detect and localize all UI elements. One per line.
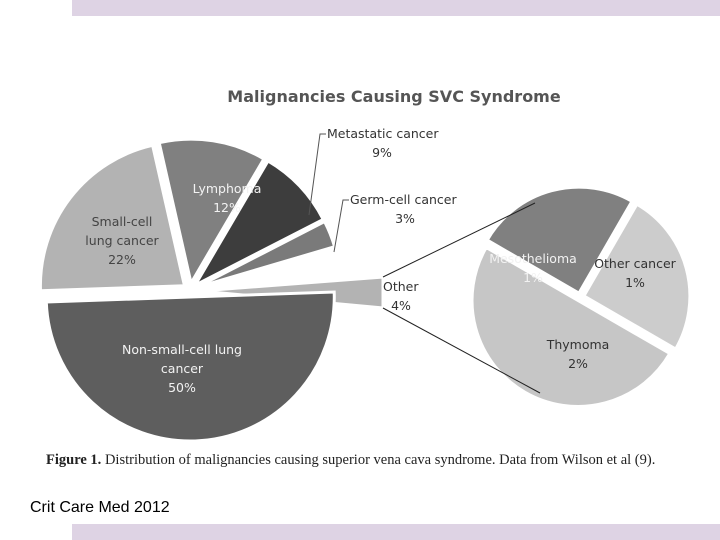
label-other: Other bbox=[383, 279, 419, 294]
slice-lymphoma bbox=[157, 137, 266, 288]
slice-labels: Small-cell lung cancer 22% Lymphoma 12% Metas… bbox=[85, 126, 676, 395]
bottom-decorative-band bbox=[72, 524, 720, 540]
connector-line-bottom bbox=[382, 307, 541, 394]
label-metastatic-cancer-leader bbox=[308, 133, 326, 216]
label-other-value: 4% bbox=[391, 298, 411, 313]
label-germ-cell-cancer-value: 3% bbox=[395, 211, 415, 226]
top-decorative-band bbox=[72, 0, 720, 16]
label-germ-cell-cancer-leader bbox=[333, 199, 349, 253]
label-germ-cell-cancer: Germ-cell cancer bbox=[350, 192, 457, 207]
source-citation: Crit Care Med 2012 bbox=[30, 499, 170, 516]
slice-small-cell-lung-cancer bbox=[38, 143, 187, 293]
caption-label: Figure 1. bbox=[46, 452, 102, 468]
label-non-small-cell-lung-cancer: Non-small-cell lung cancer 50% bbox=[122, 342, 242, 395]
label-metastatic-cancer-value: 9% bbox=[372, 145, 392, 160]
sub-slice-mesothelioma bbox=[485, 185, 635, 296]
label-lymphoma: Lymphoma 12% bbox=[193, 181, 262, 215]
figure-caption: Figure 1. Distribution of malignancies c… bbox=[46, 452, 706, 469]
caption-text: Distribution of malignancies causing sup… bbox=[104, 452, 656, 468]
label-small-cell-lung-cancer: Small-cell lung cancer 22% bbox=[85, 214, 159, 267]
sub-slice-thymoma bbox=[470, 245, 672, 408]
slice-metastatic-cancer bbox=[191, 158, 326, 289]
sub-slice-other-cancer bbox=[581, 202, 692, 352]
label-metastatic-cancer: Metastatic cancer bbox=[327, 126, 439, 141]
other-breakdown-pie bbox=[470, 185, 692, 408]
sub-label-mesothelioma: Mesothelioma 1% bbox=[489, 251, 577, 285]
slice-non-small-cell-lung-cancer bbox=[44, 290, 336, 443]
sub-label-other-cancer: Other cancer 1% bbox=[594, 256, 676, 290]
sub-label-thymoma: Thymoma 2% bbox=[546, 337, 610, 371]
chart-title: Malignancies Causing SVC Syndrome bbox=[227, 87, 561, 106]
connector-line-top bbox=[382, 202, 536, 278]
